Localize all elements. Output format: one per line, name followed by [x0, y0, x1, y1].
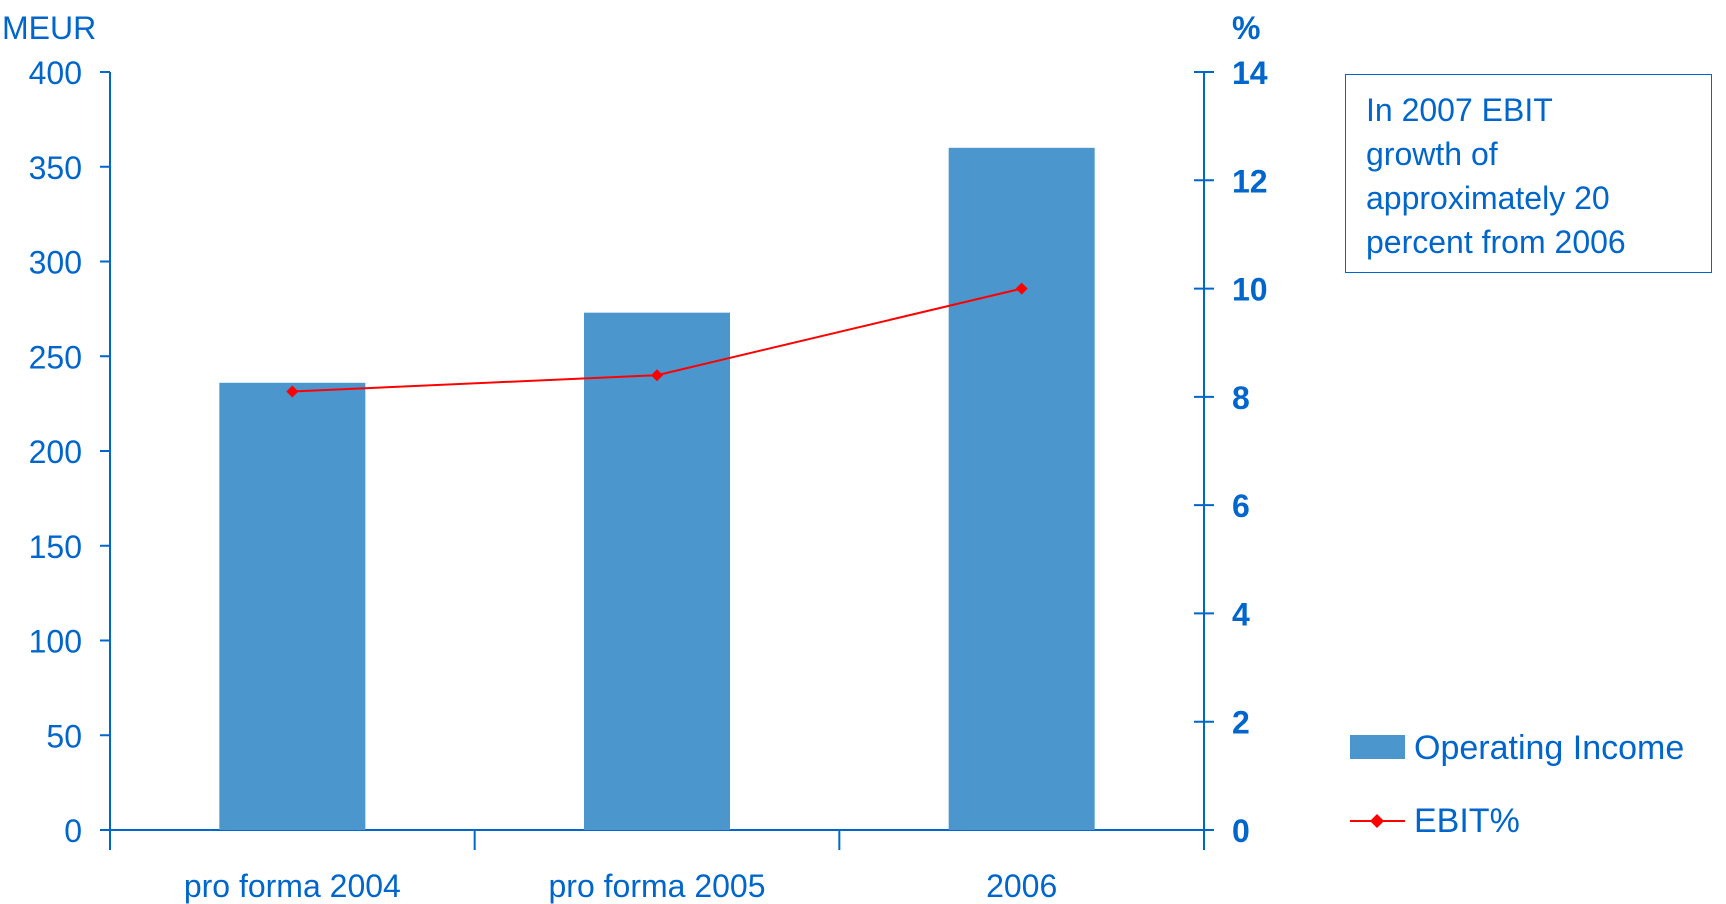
x-tick-label: 2006 — [986, 868, 1057, 904]
left-tick-label: 400 — [29, 55, 82, 91]
right-y-axis-ticks: 0 2 4 6 8 10 12 14 — [1194, 55, 1268, 849]
ebit-point — [286, 385, 299, 398]
annotation-box — [1345, 74, 1712, 273]
right-tick-label: 0 — [1232, 813, 1250, 849]
bar-series — [219, 147, 1095, 831]
line-series — [286, 282, 1028, 398]
ebit-point — [1015, 282, 1028, 295]
left-tick-label: 150 — [29, 529, 82, 565]
right-tick-label: 4 — [1232, 596, 1250, 632]
plot-area: 0 50 100 150 200 250 300 350 400 0 2 4 6 8 10 12 14 pro… — [29, 55, 1268, 904]
left-y-axis-ticks: 0 50 100 150 200 250 300 350 400 — [29, 55, 110, 849]
right-tick-label: 14 — [1232, 55, 1268, 91]
x-axis-ticks: pro forma 2004 pro forma 2005 2006 — [109, 830, 1205, 904]
ebit-point — [651, 369, 663, 382]
legend: Operating Income EBIT% — [1350, 729, 1684, 840]
x-tick-label: pro forma 2005 — [548, 868, 765, 904]
left-tick-label: 300 — [29, 245, 82, 281]
annotation-text: In 2007 EBIT growth of approximately 20 … — [1366, 92, 1626, 260]
right-tick-label: 10 — [1232, 272, 1268, 308]
left-tick-label: 350 — [29, 150, 82, 186]
bar-operating-income — [948, 147, 1095, 831]
legend-operating-income-label: Operating Income — [1414, 729, 1684, 767]
legend-ebit-label: EBIT% — [1414, 802, 1520, 840]
right-tick-label: 6 — [1232, 488, 1250, 524]
x-tick-label: pro forma 2004 — [184, 868, 401, 904]
left-tick-label: 0 — [64, 813, 82, 849]
right-tick-label: 2 — [1232, 705, 1250, 741]
right-tick-label: 12 — [1232, 163, 1268, 199]
legend-ebit-marker — [1370, 814, 1384, 828]
left-tick-label: 200 — [29, 434, 82, 470]
left-y-axis-title: MEUR — [2, 10, 96, 46]
right-y-axis-title: % — [1232, 10, 1260, 46]
right-tick-label: 8 — [1232, 380, 1250, 416]
legend-operating-income-swatch — [1350, 735, 1405, 759]
left-tick-label: 250 — [29, 339, 82, 375]
bar-operating-income — [219, 382, 366, 830]
bar-operating-income — [584, 312, 730, 830]
left-tick-label: 100 — [29, 624, 82, 660]
left-tick-label: 50 — [46, 718, 82, 754]
